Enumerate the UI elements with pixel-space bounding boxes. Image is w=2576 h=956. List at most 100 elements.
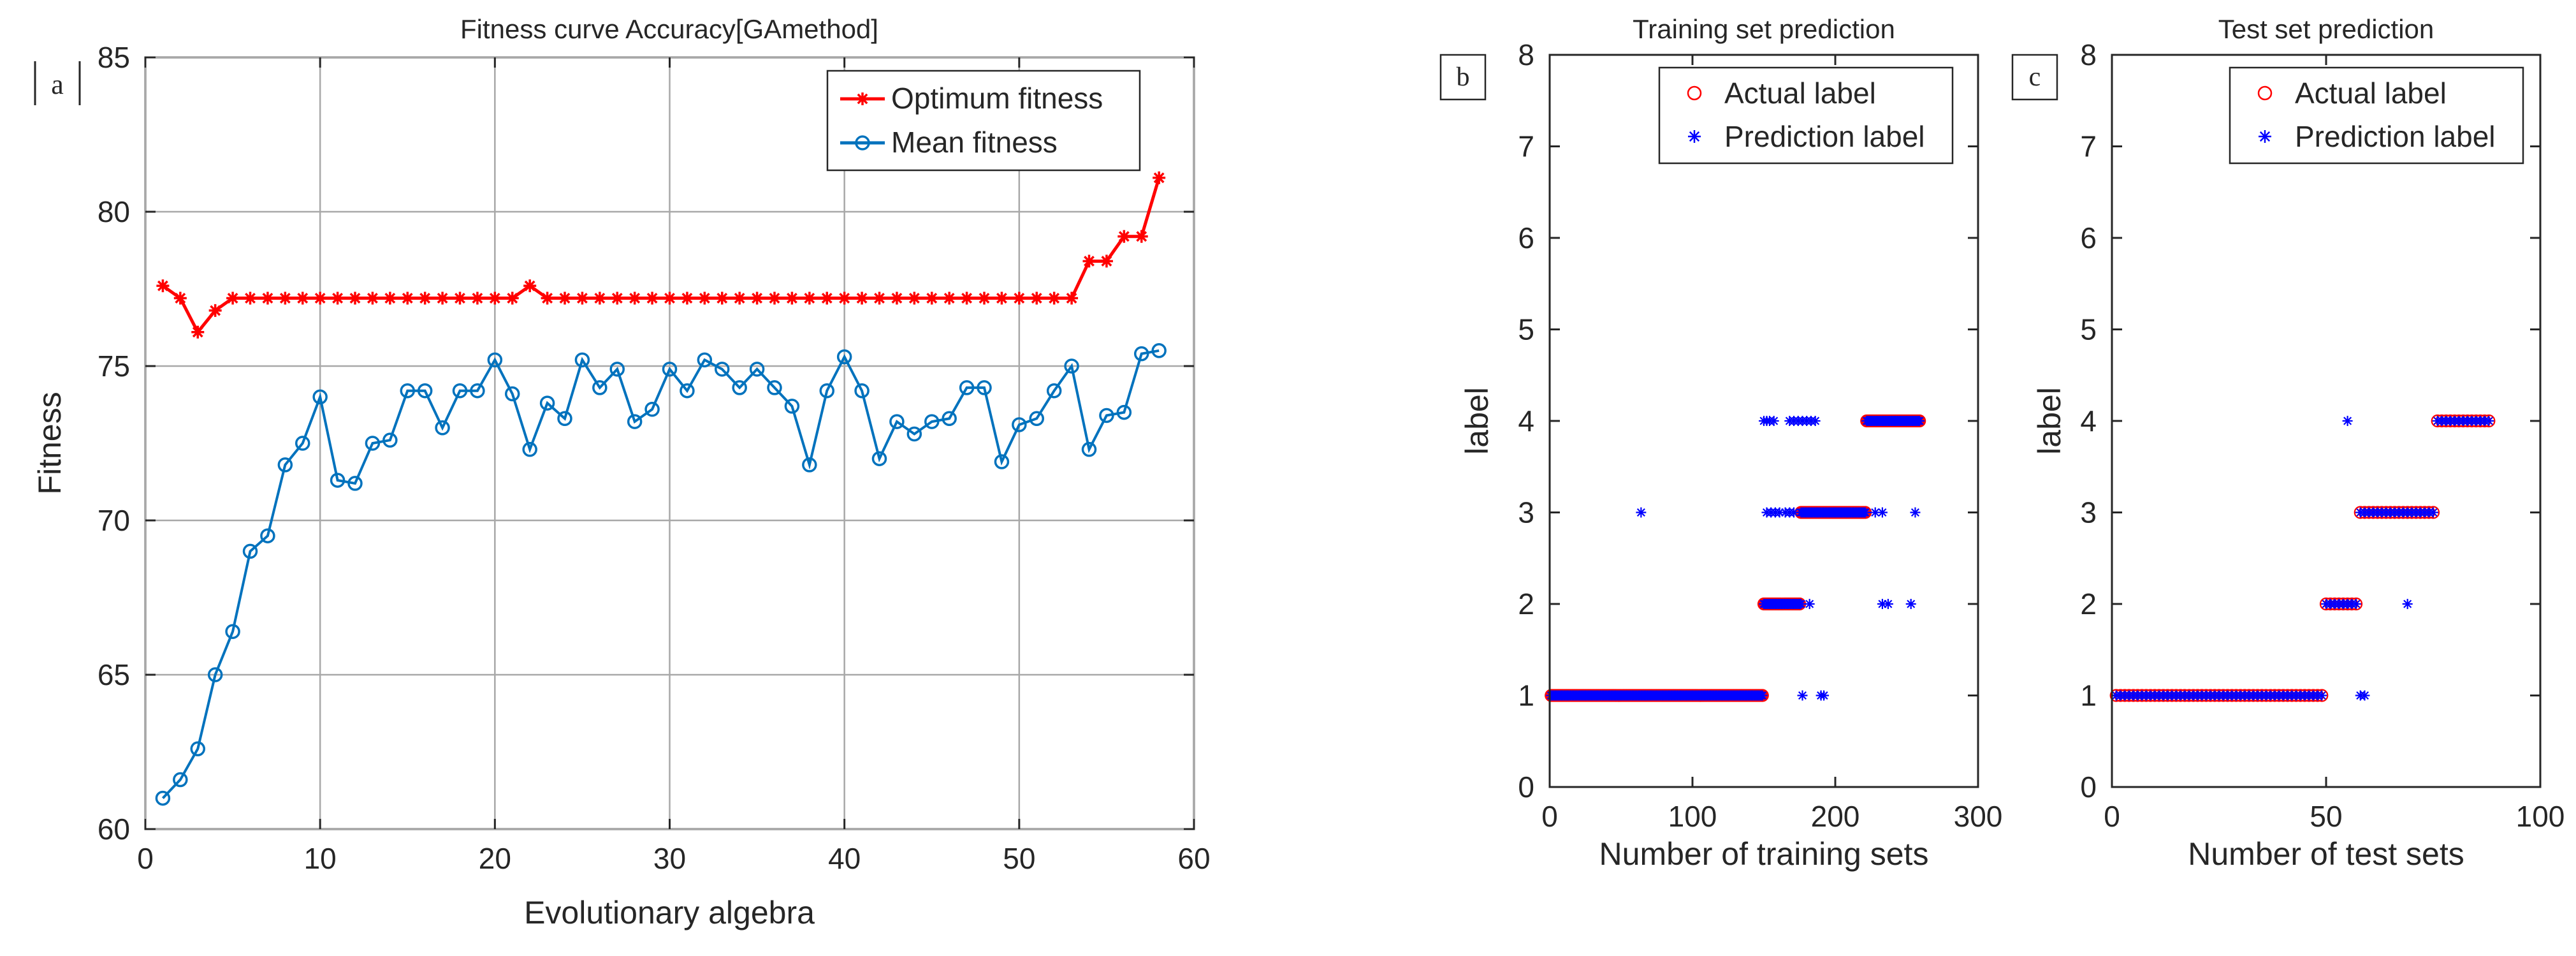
y-tick-label: 1	[2080, 679, 2097, 712]
legend-c-prediction-marker	[2259, 130, 2271, 143]
chart-c-title: Test set prediction	[2218, 14, 2434, 44]
legend-a-optimum-marker	[856, 92, 869, 105]
prediction-outlier-point	[1819, 690, 1830, 701]
mean-fitness-point	[277, 457, 293, 473]
optimum-fitness-point	[541, 291, 554, 305]
chart-a-ylabel: Fitness	[32, 392, 68, 494]
y-tick-label: 60	[98, 813, 130, 846]
y-tick-label: 7	[2080, 130, 2097, 163]
optimum-fitness-point	[680, 291, 694, 305]
optimum-fitness-point	[803, 291, 816, 305]
optimum-fitness-point	[890, 291, 903, 305]
optimum-fitness-point	[470, 291, 484, 305]
mean-fitness-point	[347, 476, 363, 491]
y-tick-label: 4	[1518, 404, 1534, 438]
mean-fitness-point	[452, 383, 468, 399]
optimum-fitness-point	[383, 291, 397, 305]
mean-fitness-point	[697, 352, 713, 368]
mean-fitness-point	[190, 741, 205, 756]
optimum-fitness-point	[873, 291, 886, 305]
chart-c-series	[2109, 414, 2496, 702]
x-tick-label: 100	[1668, 800, 1717, 833]
prediction-outlier-point	[1882, 599, 1893, 609]
prediction-outlier-point	[1877, 507, 1888, 518]
mean-fitness-point	[1134, 346, 1149, 362]
optimum-fitness-point	[208, 304, 222, 317]
prediction-label-point	[2351, 599, 2362, 609]
prediction-label-point	[2317, 690, 2327, 701]
mean-fitness-point	[802, 457, 817, 473]
chart-b-series	[1545, 414, 1926, 702]
y-tick-label: 0	[1518, 770, 1534, 804]
x-tick-label: 0	[1541, 800, 1558, 833]
optimum-fitness-point	[1135, 230, 1148, 243]
mean-fitness-point	[609, 362, 625, 377]
mean-fitness-point	[207, 667, 223, 682]
mean-fitness-point	[539, 395, 555, 411]
chart-b-xlabel: Number of training sets	[1599, 836, 1929, 872]
y-tick-label: 8	[1518, 38, 1534, 71]
legend-a-mean-label: Mean fitness	[891, 126, 1058, 159]
y-tick-label: 3	[1518, 496, 1534, 529]
chart-c-panel-tag: c	[2011, 54, 2058, 101]
y-tick-label: 65	[98, 658, 130, 691]
mean-fitness-point	[312, 389, 328, 405]
mean-fitness-point	[680, 383, 695, 399]
mean-fitness-point	[662, 362, 678, 377]
mean-fitness-point	[470, 383, 485, 399]
mean-fitness-point	[505, 386, 520, 402]
legend-circle-marker	[2257, 85, 2273, 101]
y-tick-label: 2	[1518, 587, 1534, 621]
chart-c-plot-area	[2111, 54, 2542, 788]
chart-b-plot-area	[1548, 54, 1979, 788]
mean-fitness-point	[242, 543, 258, 559]
optimum-fitness-point	[593, 291, 606, 305]
optimum-fitness-point	[191, 325, 205, 339]
prediction-outlier-point	[1910, 507, 1921, 518]
mean-fitness-point	[1151, 343, 1167, 358]
chart-a-legend: Optimum fitness Mean fitness	[826, 70, 1141, 172]
prediction-label-point	[2484, 416, 2494, 426]
mean-fitness-point	[819, 383, 834, 399]
x-tick-label: 60	[1177, 842, 1210, 875]
mean-fitness-point	[173, 772, 188, 788]
mean-fitness-point	[417, 383, 433, 399]
prediction-outlier-point	[2359, 690, 2370, 701]
optimum-fitness-point	[576, 291, 589, 305]
optimum-fitness-point	[261, 291, 274, 305]
prediction-outlier-point	[2342, 416, 2353, 426]
mean-fitness-point	[994, 454, 1010, 469]
optimum-fitness-point	[1117, 230, 1131, 243]
chart-c-legend: Actual label Prediction label	[2229, 66, 2524, 165]
y-tick-label: 2	[2080, 587, 2097, 621]
optimum-fitness-point	[226, 291, 240, 305]
legend-c-actual-label: Actual label	[2295, 77, 2447, 110]
legend-circle-marker	[855, 135, 870, 151]
optimum-fitness-point	[995, 291, 1008, 305]
optimum-fitness-point	[925, 291, 938, 305]
chart-b-panel-tag: b	[1439, 54, 1487, 101]
mean-fitness-point	[1099, 408, 1114, 423]
mean-fitness-point	[1029, 411, 1044, 427]
x-tick-label: 40	[828, 842, 861, 875]
optimum-fitness-point	[366, 291, 379, 305]
optimum-fitness-point	[1012, 291, 1026, 305]
chart-c-legend-box	[2229, 66, 2524, 165]
mean-fitness-point	[225, 624, 240, 639]
optimum-fitness-point	[646, 291, 659, 305]
optimum-fitness-point	[733, 291, 746, 305]
mean-fitness-point	[959, 380, 975, 395]
optimum-fitness-point	[1030, 291, 1044, 305]
mean-fitness-point	[557, 411, 572, 427]
optimum-fitness-point	[628, 291, 641, 305]
optimum-fitness-point	[768, 291, 781, 305]
mean-fitness-point	[592, 380, 608, 395]
optimum-fitness-point	[488, 291, 502, 305]
mean-fitness-point	[732, 380, 747, 395]
mean-fitness-point	[382, 432, 398, 448]
optimum-fitness-point	[558, 291, 571, 305]
legend-asterisk-marker	[1688, 130, 1701, 143]
y-tick-label: 5	[2080, 313, 2097, 346]
x-tick-label: 100	[2516, 800, 2565, 833]
mean-fitness-point	[260, 528, 275, 543]
